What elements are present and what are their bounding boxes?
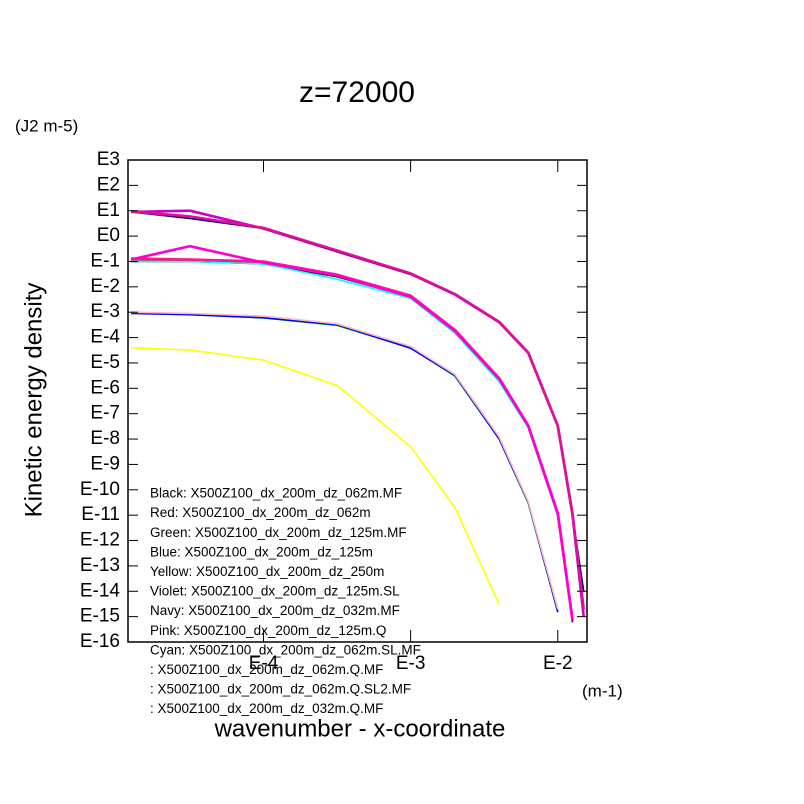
y-tick-label: E-14 [80,580,121,601]
y-tick-label: E0 [97,225,120,246]
y-tick-label: E1 [97,200,120,221]
y-axis-label: Kinetic energy density [20,283,47,518]
plot-frame [127,159,588,643]
legend-entry: : X500Z100_dx_200m_dz_032m.Q.MF [150,701,383,716]
y-tick-label: E-13 [80,555,120,576]
y-tick-label: E-11 [81,504,120,525]
y-tick-label: E-16 [80,631,120,652]
y-unit: (J2 m-5) [15,116,78,135]
y-tick-label: E-6 [90,377,120,398]
y-tick-label: E-1 [90,250,120,271]
x-tick-label: E-2 [543,653,573,674]
x-tick-label: E-3 [396,653,426,674]
series-line [130,210,585,610]
legend-entry: Cyan: X500Z100_dx_200m_dz_062m.SL.MF [150,642,421,657]
legend-entry: Blue: X500Z100_dx_200m_dz_125m [150,544,373,559]
legend-entry: Violet: X500Z100_dx_200m_dz_125m.SL [150,584,400,599]
y-tick-label: E-12 [80,530,120,551]
legend-entry: Red: X500Z100_dx_200m_dz_062m [150,505,371,520]
legend-entry: : X500Z100_dx_200m_dz_062m.Q.MF [150,662,383,677]
legend-entry: Navy: X500Z100_dx_200m_dz_032m.MF [150,603,400,618]
series-line [131,311,559,610]
series-line [130,244,574,621]
x-axis-label: wavenumber - x-coordinate [214,715,506,742]
legend-entry: : X500Z100_dx_200m_dz_062m.Q.SL2.MF [150,682,411,697]
y-tick-label: E-3 [90,301,120,322]
legend-entry: Yellow: X500Z100_dx_200m_dz_250m [150,564,384,579]
series-line [131,346,500,605]
y-tick-label: E-2 [90,276,120,297]
y-tick-label: E2 [97,174,120,195]
curves [130,209,585,623]
chart-title: z=72000 [299,76,415,109]
y-tick-label: E-7 [90,403,120,424]
y-tick-label: E3 [97,149,120,170]
x-tick-label: E-4 [249,653,279,674]
legend-entry: Green: X500Z100_dx_200m_dz_125m.MF [150,525,407,540]
y-tick-label: E-8 [90,428,120,449]
y-tick-label: E-5 [90,352,120,373]
y-tick-label: E-10 [80,479,120,500]
y-tick-label: E-9 [90,453,120,474]
x-unit: (m-1) [582,681,623,700]
legend-entry: Pink: X500Z100_dx_200m_dz_125m.Q [150,623,386,638]
y-tick-label: E-15 [80,606,120,627]
legend-entry: Black: X500Z100_dx_200m_dz_062m.MF [150,486,402,501]
y-tick-label: E-4 [90,327,120,348]
